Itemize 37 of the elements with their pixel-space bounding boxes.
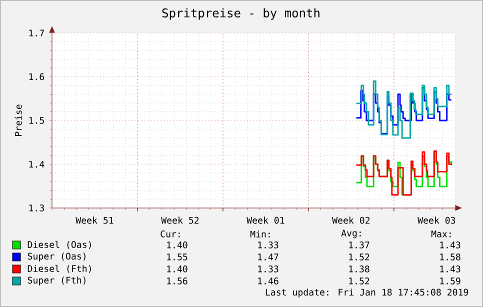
y-tick-label: 1.4 <box>29 160 44 168</box>
text: 1.46 <box>258 278 278 284</box>
text: Max: <box>431 230 451 238</box>
text: 1.59 <box>440 278 460 284</box>
text: 1.55 <box>167 254 188 260</box>
text: 1.37 <box>349 242 370 248</box>
text: 1.52 <box>349 278 370 284</box>
legend-label: Super (Oas) <box>28 252 86 262</box>
y-tick-label: 1.5 <box>29 117 44 124</box>
text: 1.58 <box>440 254 460 260</box>
x-tick-label: Week 03 <box>418 216 456 224</box>
x-tick-label: Week 02 <box>332 216 370 224</box>
text: 1.43 <box>440 242 460 248</box>
text: 1.47 <box>258 254 278 260</box>
text: 1.56 <box>167 278 188 284</box>
chart-title: Spritpreise - by month <box>162 8 320 20</box>
x-tick-label: Week 51 <box>76 216 114 224</box>
x-tick-label: Week 01 <box>246 216 284 224</box>
y-axis-title: Preise <box>14 104 22 136</box>
text: 1.43 <box>440 266 460 272</box>
text: Avg: <box>341 230 361 238</box>
text: 1.38 <box>349 266 370 272</box>
legend-label: Diesel (Oas) <box>28 240 91 250</box>
text: Cur: <box>160 230 180 238</box>
y-tick-label: 1.6 <box>29 73 44 80</box>
text: Last update: Fri Jan 18 17:45:08 2019 <box>266 288 468 298</box>
text: 1.52 <box>349 254 370 260</box>
text: 1.33 <box>258 266 278 272</box>
y-tick-label: 1.3 <box>29 204 44 212</box>
x-tick-label: Week 52 <box>161 216 199 224</box>
text: 1.33 <box>258 242 278 248</box>
text: 1.40 <box>167 242 188 248</box>
legend-label: Super (Fth) <box>28 276 86 286</box>
legend-label: Diesel (Fth) <box>28 264 91 274</box>
y-tick-label: 1.7 <box>29 30 44 36</box>
text: Min: <box>250 230 270 238</box>
text: 1.40 <box>167 266 188 272</box>
